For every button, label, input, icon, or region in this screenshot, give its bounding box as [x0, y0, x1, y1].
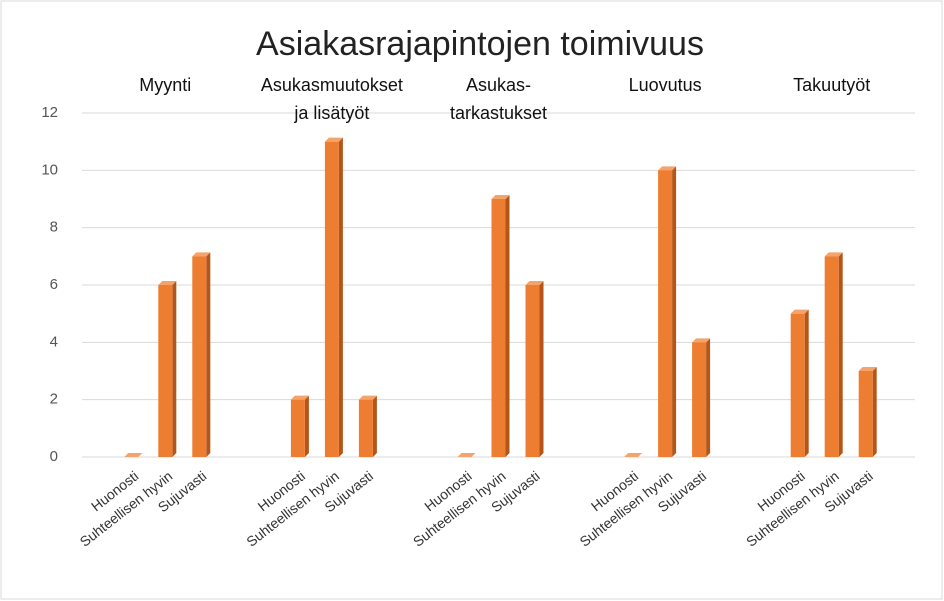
y-tick-label: 4	[50, 333, 58, 350]
bar-top	[858, 367, 877, 371]
bar-side	[505, 195, 510, 457]
bar-side	[304, 395, 309, 457]
chart-title: Asiakasrajapintojen toimivuus	[256, 25, 704, 63]
bar-top	[491, 195, 510, 199]
bar	[692, 342, 707, 457]
bar-top	[525, 281, 544, 285]
bar-side	[838, 252, 843, 457]
bar	[158, 285, 173, 457]
bar-top	[358, 395, 377, 400]
bar	[790, 313, 805, 457]
bar-top	[790, 309, 809, 314]
bar-top	[324, 137, 343, 142]
bar-top	[192, 252, 211, 257]
bar	[658, 170, 673, 458]
bar	[824, 256, 839, 457]
bar-side	[706, 338, 711, 457]
bar-side	[206, 252, 211, 457]
group-label: Asukas-	[466, 75, 531, 95]
bar-top	[658, 166, 677, 171]
group-label: Takuutyöt	[793, 75, 870, 95]
y-tick-label: 10	[41, 161, 58, 178]
group-label: ja lisätyöt	[293, 103, 369, 123]
group-label: Luovutus	[629, 75, 702, 95]
bar-side	[539, 281, 544, 457]
bar-top	[692, 338, 711, 343]
y-tick-label: 12	[41, 104, 58, 121]
y-tick-label: 0	[50, 448, 58, 465]
bar-top	[124, 453, 143, 457]
bar-side	[872, 367, 877, 457]
group-label: Myynti	[139, 75, 191, 95]
bar	[858, 371, 873, 457]
bar-top	[290, 395, 309, 400]
bar-top	[457, 453, 476, 457]
bar-top	[824, 252, 843, 257]
bar-side	[372, 395, 377, 457]
y-tick-label: 2	[50, 391, 58, 408]
y-tick-label: 6	[50, 276, 58, 293]
bar	[192, 256, 207, 457]
bar-side	[804, 309, 809, 457]
bar-side	[338, 137, 343, 457]
y-tick-label: 8	[50, 219, 58, 236]
group-label: Asukasmuutokset	[261, 75, 403, 95]
bar	[358, 399, 373, 457]
bar	[525, 285, 540, 457]
bar	[290, 399, 305, 457]
bar-top	[158, 281, 177, 285]
bar-top	[624, 453, 643, 457]
bar	[324, 141, 339, 457]
bar	[491, 199, 506, 457]
bar-side	[672, 166, 677, 458]
bar-side	[172, 281, 177, 457]
group-label: tarkastukset	[450, 103, 547, 123]
